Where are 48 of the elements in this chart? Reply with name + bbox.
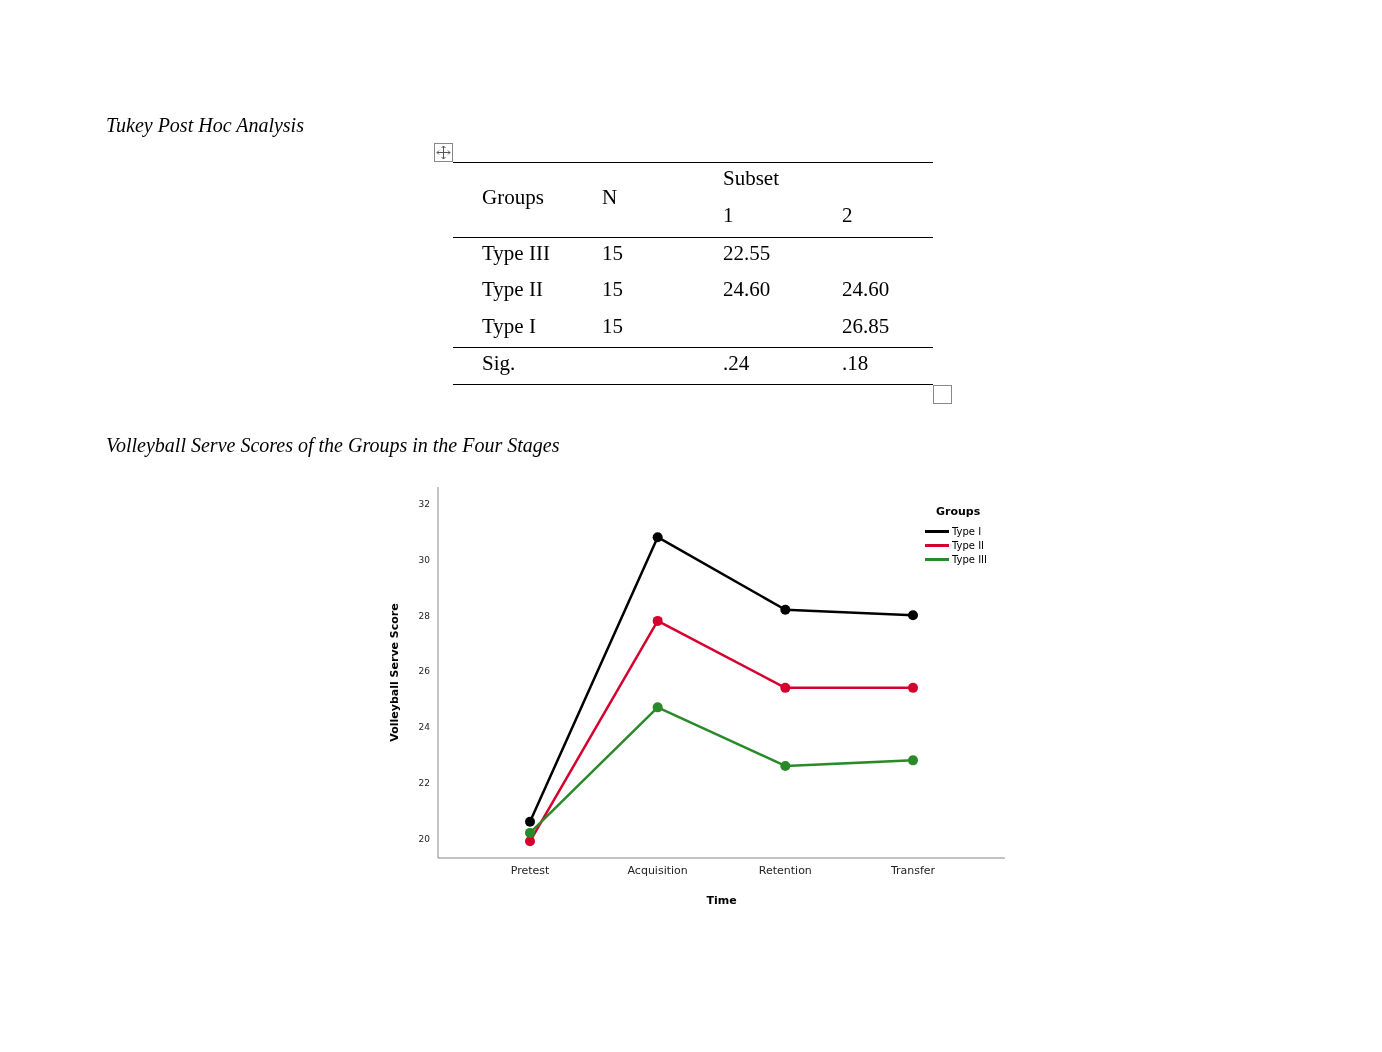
x-tick-label: Retention [758,863,812,877]
legend-title: Groups [936,505,982,518]
text: Tukey Post Hoc Analysis [106,114,304,137]
x-tick-label: Pretest [510,863,550,877]
point [908,610,918,621]
text: 15 [602,241,623,266]
y-tick-label: 20 [418,833,431,844]
text: Type I [482,314,536,339]
y-axis-title: Volleyball Serve Score [387,603,401,742]
point [908,755,918,766]
text: Type III [482,241,550,266]
text: N [602,185,618,210]
text: 24.60 [723,277,771,302]
point [652,532,663,543]
legend-label: Type III [952,553,987,565]
point [652,702,663,713]
chart-title: Volleyball Serve Scores of the Groups in the Four Stages [106,434,560,457]
point [652,615,663,626]
x-tick-label: Transfer [889,863,936,877]
text: 22.55 [723,241,771,266]
point [780,682,791,693]
y-tick-label: 22 [418,777,430,788]
legend-label: Type II [952,539,985,551]
point [780,604,791,615]
x-tick-label: Acquisition [627,863,688,877]
text: Sig. [482,351,516,376]
y-tick-label: 30 [418,554,431,565]
text: 2 [842,203,853,228]
text: .18 [842,351,869,376]
text: 15 [602,277,623,302]
text: Groups [482,185,544,210]
y-tick-label: 24 [418,722,431,733]
text: .24 [723,351,750,376]
text: 24.60 [842,277,890,302]
point [780,760,791,771]
y-tick-label: 26 [418,666,431,677]
text: 1 [723,203,734,228]
y-tick-label: 32 [418,498,430,509]
text: 15 [602,314,623,339]
x-axis-title: Time [706,894,737,907]
text: Type II [482,277,543,302]
legend-label: Type I [952,525,982,537]
text: 26.85 [842,314,890,339]
point [908,682,918,693]
y-tick-label: 28 [418,610,431,621]
point [525,827,535,838]
text: Subset [723,166,780,191]
point [525,816,535,827]
